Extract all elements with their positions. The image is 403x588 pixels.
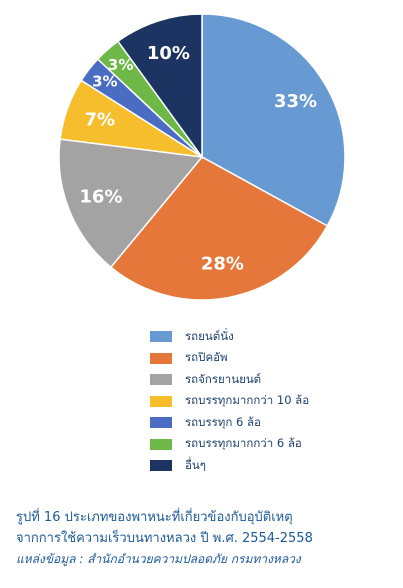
legend-swatch	[150, 352, 172, 364]
figure-caption: รูปที่ 16 ประเภทของพาหนะที่เกี่ยวข้องกับ…	[16, 507, 396, 569]
slice-value-label: 10%	[147, 43, 190, 64]
chart-legend: รถยนต์นั่งรถปิคอัพรถจักรยานยนต์รถบรรทุกม…	[150, 326, 309, 477]
legend-item: รถบรรทุกมากกว่า 10 ล้อ	[150, 391, 309, 413]
slice-value-label: 3%	[108, 56, 133, 74]
slice-value-label: 28%	[201, 253, 244, 274]
slice-value-label: 3%	[92, 73, 117, 91]
legend-label: รถจักรยานยนต์	[185, 371, 262, 386]
pie-chart-svg: 33% 28% 16% 7% 3%3% 10%	[58, 13, 346, 301]
legend-label: รถบรรทุกมากกว่า 10 ล้อ	[185, 393, 310, 408]
legend-item: รถบรรทุกมากกว่า 6 ล้อ	[150, 434, 309, 456]
pie-slice	[201, 13, 346, 227]
caption-source: แหล่งข้อมูล : สำนักอำนวยความปลอดภัย กรมท…	[16, 552, 301, 566]
legend-item: รถจักรยานยนต์	[150, 369, 309, 391]
pie-chart: 33% 28% 16% 7% 3% 3% 10%	[58, 13, 346, 301]
legend-swatch	[150, 460, 172, 472]
pie-slice	[109, 156, 329, 301]
legend-swatch	[150, 395, 172, 407]
slice-value-label: 16%	[79, 187, 122, 208]
legend-item: รถปิคอัพ	[150, 348, 309, 370]
legend-label: รถปิคอัพ	[185, 350, 228, 365]
caption-line-1: รูปที่ 16 ประเภทของพาหนะที่เกี่ยวข้องกับ…	[16, 510, 293, 525]
legend-item: อื่นๆ	[150, 455, 309, 477]
legend-swatch	[150, 438, 172, 450]
legend-item: รถยนต์นั่ง	[150, 326, 309, 348]
legend-swatch	[150, 374, 172, 386]
legend-item: รถบรรทุก 6 ล้อ	[150, 412, 309, 434]
pie-slice	[116, 13, 203, 160]
legend-label: รถบรรทุก 6 ล้อ	[185, 414, 261, 429]
legend-label: รถบรรทุกมากกว่า 6 ล้อ	[185, 436, 302, 451]
slice-value-label: 7%	[84, 110, 115, 131]
legend-label: อื่นๆ	[185, 457, 206, 472]
legend-label: รถยนต์นั่ง	[185, 328, 234, 343]
pie-slice	[58, 138, 204, 269]
slice-value-label: 33%	[274, 91, 317, 112]
caption-line-2: จากการใช้ความเร็วบนทางหลวง ปี พ.ศ. 2554-…	[16, 531, 313, 546]
legend-swatch	[150, 417, 172, 429]
legend-swatch	[150, 331, 172, 343]
